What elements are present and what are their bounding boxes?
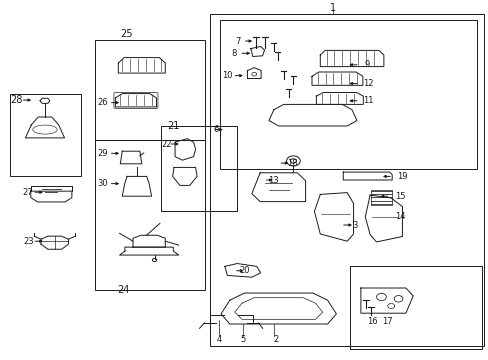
- Text: 4: 4: [216, 335, 221, 343]
- Text: 5: 5: [240, 335, 245, 343]
- Bar: [10, 94, 81, 176]
- Text: 13: 13: [268, 176, 279, 185]
- Text: 1: 1: [329, 3, 335, 13]
- Text: 20: 20: [239, 266, 249, 275]
- Text: 22: 22: [161, 140, 171, 149]
- Text: 23: 23: [23, 237, 34, 246]
- Bar: [220, 20, 476, 169]
- Text: 11: 11: [362, 96, 373, 105]
- Text: 21: 21: [167, 121, 180, 131]
- Text: 7: 7: [235, 37, 240, 46]
- Text: 8: 8: [231, 49, 236, 58]
- Text: 29: 29: [97, 149, 108, 158]
- Text: 10: 10: [221, 71, 232, 80]
- Text: 28: 28: [10, 95, 23, 105]
- Text: 19: 19: [396, 172, 407, 181]
- Text: 12: 12: [362, 79, 373, 88]
- Bar: [95, 140, 205, 290]
- Bar: [95, 40, 205, 140]
- Text: 14: 14: [394, 212, 405, 220]
- Text: 6: 6: [213, 125, 218, 134]
- Text: 17: 17: [382, 317, 392, 325]
- Text: 3: 3: [352, 220, 357, 230]
- Text: 27: 27: [22, 188, 33, 197]
- Text: 15: 15: [394, 192, 405, 201]
- Text: 24: 24: [117, 285, 130, 295]
- Text: 30: 30: [97, 179, 108, 188]
- Text: 26: 26: [97, 98, 108, 107]
- Text: 25: 25: [120, 29, 132, 39]
- Bar: [210, 14, 483, 346]
- Text: 18: 18: [286, 158, 297, 168]
- Text: 16: 16: [366, 317, 377, 325]
- Text: 2: 2: [273, 335, 278, 343]
- Bar: [161, 126, 237, 211]
- Text: 9: 9: [364, 60, 368, 69]
- Bar: [370, 190, 391, 205]
- Bar: [349, 266, 481, 349]
